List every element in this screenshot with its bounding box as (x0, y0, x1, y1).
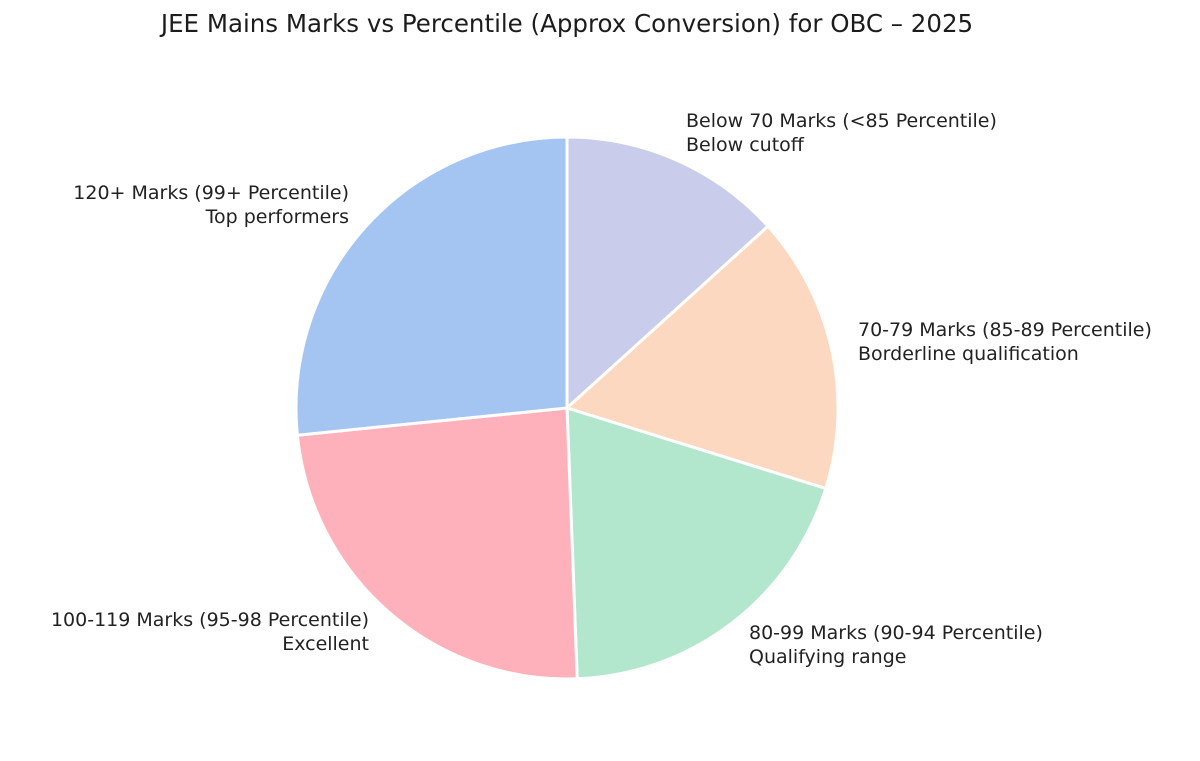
slice-label-line1: 70-79 Marks (85-89 Percentile) (858, 319, 1152, 341)
slice-label-line2: Qualifying range (749, 646, 907, 668)
pie-slice-3 (295, 406, 579, 681)
pie-slice-2 (565, 406, 828, 681)
slice-label-line2: Below cutoff (686, 134, 804, 156)
chart-title: JEE Mains Marks vs Percentile (Approx Co… (160, 9, 974, 38)
slice-label-qualifying-range: 80-99 Marks (90-94 Percentile) Qualifyin… (749, 621, 1043, 669)
slice-label-line2: Excellent (282, 633, 369, 655)
pie-slice-0 (565, 135, 770, 410)
slice-label-borderline-qualification: 70-79 Marks (85-89 Percentile) Borderlin… (858, 318, 1152, 366)
slice-label-line2: Top performers (205, 206, 349, 228)
pie-slice-1 (565, 224, 840, 490)
slice-label-line1: Below 70 Marks (<85 Percentile) (686, 110, 997, 132)
slice-label-excellent: 100-119 Marks (95-98 Percentile) Excelle… (51, 608, 369, 656)
slice-label-below-cutoff: Below 70 Marks (<85 Percentile) Below cu… (686, 109, 997, 157)
slice-label-top-performers: 120+ Marks (99+ Percentile) Top performe… (73, 181, 349, 229)
slice-label-line1: 100-119 Marks (95-98 Percentile) (50, 609, 369, 631)
pie-slice-4 (294, 135, 569, 437)
slice-label-line1: 80-99 Marks (90-94 Percentile) (749, 622, 1043, 644)
slice-label-line1: 120+ Marks (99+ Percentile) (73, 182, 349, 204)
slice-label-line2: Borderline qualification (858, 343, 1079, 365)
